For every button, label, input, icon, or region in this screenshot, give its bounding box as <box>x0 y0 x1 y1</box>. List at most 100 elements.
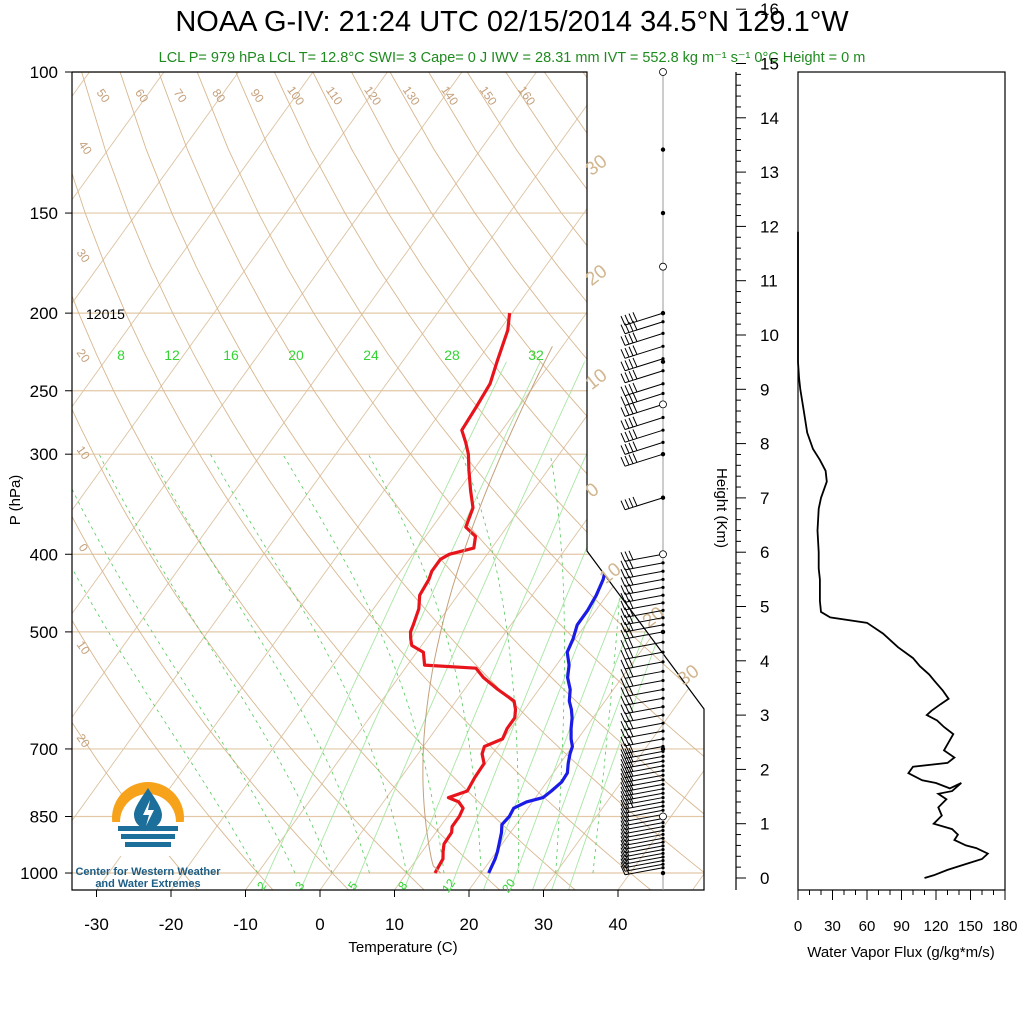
wind-barb-flag <box>628 417 634 428</box>
wind-barb-flag <box>620 773 626 783</box>
wind-barb-flag <box>624 621 630 632</box>
wind-barb-dot <box>661 696 665 700</box>
dry-adiabat-label: 50 <box>94 86 113 105</box>
isotherm <box>170 72 704 890</box>
wind-barb-staff <box>624 841 664 850</box>
y-tick-label: 200 <box>30 304 58 323</box>
moist-adiabat <box>367 454 482 874</box>
wind-barb-flag <box>628 614 634 624</box>
wind-barb <box>620 846 665 858</box>
wind-barb-flag <box>624 815 630 825</box>
wind-barb-flag <box>620 763 626 774</box>
wind-barb-flag <box>624 798 630 809</box>
wind-barb-flag <box>628 789 634 799</box>
wind-barb-dot <box>661 382 665 386</box>
wind-barb-staff <box>624 805 664 814</box>
wind-barb-flag <box>628 658 634 668</box>
wind-barb-staff <box>624 370 664 384</box>
isotherm <box>617 72 704 890</box>
wind-barb-flag <box>620 324 626 334</box>
wind-barb-flag <box>628 798 634 808</box>
moist-adiabat <box>149 454 370 874</box>
isotherm-label: 10 <box>582 365 612 395</box>
wind-barb-flag <box>624 323 630 333</box>
isotherm-label: 20 <box>582 261 612 291</box>
wind-barb <box>620 839 665 850</box>
height-tick-label: 12 <box>760 217 779 236</box>
wind-barb-flag <box>628 606 634 617</box>
moist-adiabat <box>461 454 520 873</box>
y-tick-label: 300 <box>30 445 58 464</box>
wind-barb-staff <box>624 358 664 372</box>
wind-barb-flag <box>624 405 630 416</box>
wind-barb <box>620 854 665 865</box>
wind-barb-staff <box>624 651 664 660</box>
wind-barb-flag <box>632 312 638 322</box>
wind-barb-flag <box>628 727 634 737</box>
level-marker <box>660 870 666 876</box>
wind-barb-flag <box>620 777 626 788</box>
wind-barb-flag <box>624 686 630 696</box>
wind-barb <box>620 591 665 603</box>
wind-barb-staff <box>624 722 664 731</box>
level-marker <box>660 629 666 635</box>
y-axis-title: P (hPa) <box>7 475 24 526</box>
wind-barb <box>620 864 665 876</box>
wind-barb-flag <box>624 385 630 395</box>
wind-barb-dot <box>661 769 665 773</box>
isotherm <box>96 72 686 890</box>
wind-barb-flag <box>624 794 630 805</box>
wind-barb-staff <box>624 830 664 839</box>
isotherm <box>543 72 704 890</box>
wind-barb-flag <box>624 728 630 738</box>
wind-barb-flag <box>620 865 626 875</box>
isotherm-label: 40 <box>76 138 95 157</box>
wind-barb-flag <box>632 345 638 355</box>
wind-barb-flag <box>620 803 626 814</box>
height-tick-label: 11 <box>760 272 778 291</box>
wind-barb-flag <box>624 599 630 610</box>
height-tick-label: 14 <box>760 109 779 128</box>
wind-barb-staff <box>624 631 664 640</box>
wind-barb-flag <box>620 622 626 633</box>
level-marker <box>660 495 666 500</box>
wind-barb-dot <box>661 331 665 336</box>
wind-barb-flag <box>628 599 634 609</box>
wind-barb-flag <box>624 568 630 578</box>
wind-barb <box>620 685 665 697</box>
wind-barb-flag <box>620 808 626 818</box>
wind-barb-dot <box>661 713 665 717</box>
wvf-x-tick-label: 90 <box>893 918 910 935</box>
wind-barb-flag <box>632 403 638 413</box>
wind-barbs <box>620 68 667 876</box>
wind-barb-flag <box>628 676 634 687</box>
mixing-ratio-line <box>352 361 586 890</box>
wind-barb-staff <box>624 609 664 618</box>
wind-barb-flag <box>624 455 630 466</box>
dry-adiabat <box>81 72 652 890</box>
wind-barb-flag <box>620 456 626 467</box>
wind-barb <box>620 428 665 443</box>
wind-barb-flag <box>624 628 630 639</box>
wind-barb-flag <box>628 648 634 658</box>
wind-barb-staff <box>624 688 664 697</box>
height-tick-label: 15 <box>760 55 779 74</box>
wind-barb <box>620 575 665 587</box>
wind-barb-flag <box>628 358 634 369</box>
wind-barb-flag <box>624 614 630 625</box>
wind-barb-flag <box>620 696 626 706</box>
wind-barb-staff <box>624 680 664 689</box>
wind-barb-flag <box>624 819 630 830</box>
wind-barb-flag <box>628 628 634 638</box>
wind-barb <box>620 667 665 679</box>
wind-barb-flag <box>628 430 634 440</box>
wind-barb-flag <box>628 454 634 464</box>
wind-barb-staff <box>624 553 664 562</box>
wind-barb-flag <box>624 559 630 570</box>
isotherm <box>72 72 239 890</box>
wind-barb-staff <box>624 383 664 397</box>
wind-barb-staff <box>624 312 664 326</box>
wind-barb <box>620 857 665 869</box>
wind-barb-staff <box>624 845 664 854</box>
dry-adiabat-label: 60 <box>132 86 151 105</box>
